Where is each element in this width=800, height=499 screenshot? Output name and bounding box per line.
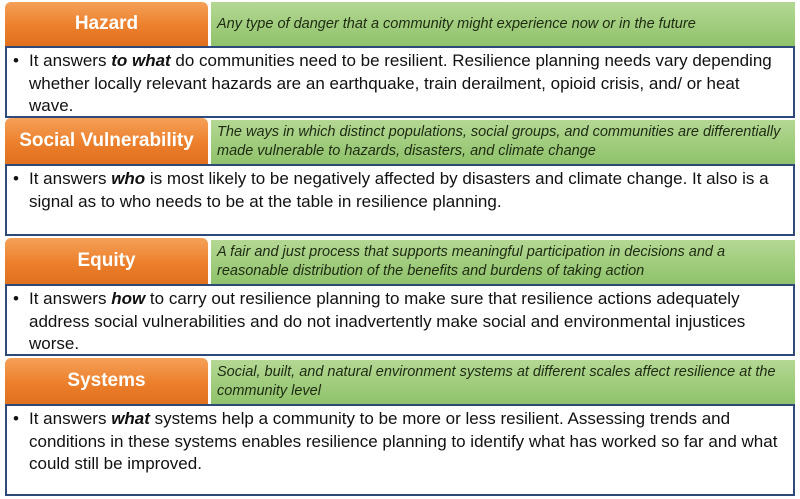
keyword: how xyxy=(111,289,146,308)
term-label-systems: Systems xyxy=(5,358,208,404)
bullet-icon: • xyxy=(13,51,19,70)
description-text: is most likely to be negatively affected… xyxy=(29,169,769,211)
definition-systems: Social, built, and natural environment s… xyxy=(211,360,795,404)
description-text: It answers xyxy=(29,51,112,70)
keyword: who xyxy=(111,169,146,188)
keyword: what xyxy=(111,409,150,428)
bullet-icon: • xyxy=(13,169,19,188)
term-label-social-vulnerability: Social Vulnerability xyxy=(5,118,208,164)
description-text: to carry out resilience planning to make… xyxy=(29,289,746,353)
keyword: to what xyxy=(111,51,171,70)
description-text: It answers xyxy=(29,169,112,188)
definition-social-vulnerability: The ways in which distinct populations, … xyxy=(211,120,795,164)
description-systems: • It answers what systems help a communi… xyxy=(5,404,795,496)
description-text: It answers xyxy=(29,409,112,428)
definition-hazard: Any type of danger that a community migh… xyxy=(211,2,795,46)
description-text: systems help a community to be more or l… xyxy=(29,409,778,473)
description-social-vulnerability: • It answers who is most likely to be ne… xyxy=(5,164,795,236)
description-text: It answers xyxy=(29,289,112,308)
description-equity: • It answers how to carry out resilience… xyxy=(5,284,795,356)
bullet-icon: • xyxy=(13,409,19,428)
definition-equity: A fair and just process that supports me… xyxy=(211,240,795,284)
term-label-equity: Equity xyxy=(5,238,208,284)
description-text: do communities need to be resilient. Res… xyxy=(29,51,772,115)
bullet-icon: • xyxy=(13,289,19,308)
term-label-hazard: Hazard xyxy=(5,2,208,46)
description-hazard: • It answers to what do communities need… xyxy=(5,46,795,118)
